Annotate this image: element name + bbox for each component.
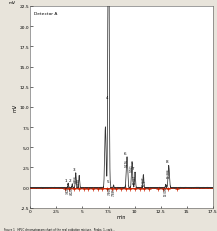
X-axis label: min: min: [117, 214, 126, 219]
Text: 13.286: 13.286: [167, 167, 171, 177]
Text: 2: 2: [69, 179, 72, 182]
Text: 6: 6: [124, 151, 127, 155]
Text: 7.985: 7.985: [112, 187, 115, 195]
Text: Detector A: Detector A: [34, 12, 58, 16]
Text: 5: 5: [107, 179, 110, 183]
Text: 9.276: 9.276: [125, 158, 129, 166]
Text: mV: mV: [8, 1, 16, 5]
Text: 4.356: 4.356: [74, 175, 78, 183]
Text: 3: 3: [72, 167, 75, 171]
Text: 7.668: 7.668: [108, 187, 112, 195]
Text: 9.761: 9.761: [130, 163, 134, 171]
Text: 10.847: 10.847: [141, 176, 145, 185]
Text: 4: 4: [105, 95, 108, 99]
Text: 8: 8: [166, 160, 168, 164]
Text: 1: 1: [65, 178, 67, 182]
Text: Figure 1   HPLC chromatogram chart of the real oxidation mixture.  Peaks: 1, car: Figure 1 HPLC chromatogram chart of the …: [4, 227, 115, 231]
Text: 13.000: 13.000: [164, 186, 168, 195]
Text: 3.627: 3.627: [66, 185, 70, 193]
Y-axis label: mV: mV: [12, 103, 17, 112]
Text: 7: 7: [132, 166, 135, 170]
Text: 4.688: 4.688: [77, 177, 81, 185]
Text: 10.047: 10.047: [133, 174, 137, 183]
Text: 4.020: 4.020: [70, 186, 74, 194]
